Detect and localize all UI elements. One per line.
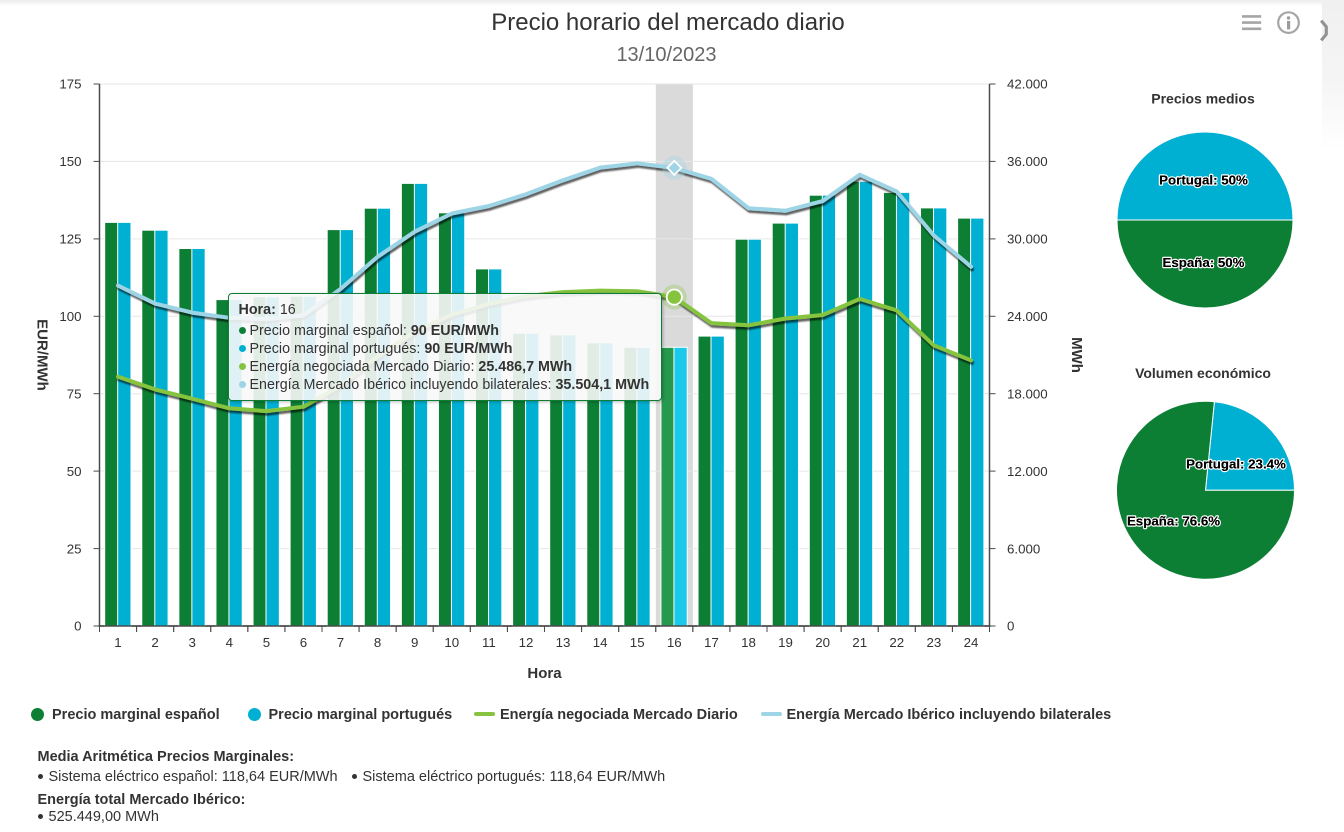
svg-text:España: 76.6%: España: 76.6% [1127,514,1220,529]
svg-text:Precios medios: Precios medios [1151,91,1255,107]
svg-text:6: 6 [300,635,307,650]
svg-text:22: 22 [889,635,904,650]
svg-text:125: 125 [59,232,81,247]
svg-text:17: 17 [704,635,719,650]
svg-text:23: 23 [927,635,942,650]
svg-text:15: 15 [630,635,645,650]
svg-text:9: 9 [411,635,418,650]
svg-text:6.000: 6.000 [1007,541,1040,556]
svg-text:100: 100 [59,309,81,324]
svg-text:10: 10 [444,635,459,650]
svg-text:24: 24 [964,635,979,650]
svg-text:Portugal: 50%: Portugal: 50% [1159,173,1248,188]
svg-text:EUR/MWh: EUR/MWh [34,319,51,391]
svg-text:20: 20 [815,635,830,650]
svg-text:11: 11 [482,635,496,650]
svg-text:1: 1 [114,635,121,650]
svg-text:7: 7 [337,635,344,650]
svg-text:12: 12 [519,635,534,650]
svg-text:24.000: 24.000 [1007,309,1048,324]
svg-text:150: 150 [59,154,81,169]
svg-text:30.000: 30.000 [1007,232,1048,247]
svg-text:50: 50 [67,464,82,479]
svg-text:3: 3 [188,635,195,650]
svg-text:España: 50%: España: 50% [1162,255,1244,270]
svg-text:2: 2 [151,635,158,650]
svg-text:España: 50%: España: 50% [1162,255,1244,270]
svg-text:4: 4 [226,635,233,650]
svg-text:Portugal: 50%: Portugal: 50% [1159,173,1248,188]
svg-text:8: 8 [374,635,381,650]
svg-text:13: 13 [556,635,571,650]
svg-text:21: 21 [852,635,867,650]
svg-text:18.000: 18.000 [1007,386,1048,401]
svg-text:Volumen económico: Volumen económico [1135,365,1271,381]
svg-text:75: 75 [67,386,82,401]
svg-text:12.000: 12.000 [1007,464,1048,479]
svg-text:14: 14 [593,635,608,650]
svg-text:19: 19 [778,635,793,650]
svg-text:MWh: MWh [1068,337,1085,373]
svg-text:175: 175 [59,77,81,92]
svg-text:España: 76.6%: España: 76.6% [1127,514,1220,529]
svg-text:0: 0 [74,619,81,634]
svg-text:Hora: Hora [527,665,562,682]
svg-text:5: 5 [263,635,270,650]
svg-text:42.000: 42.000 [1007,77,1048,92]
svg-text:Portugal: 23.4%: Portugal: 23.4% [1186,457,1286,472]
svg-text:18: 18 [741,635,756,650]
svg-text:Portugal: 23.4%: Portugal: 23.4% [1186,457,1286,472]
svg-text:0: 0 [1007,619,1014,634]
svg-text:36.000: 36.000 [1007,154,1048,169]
svg-text:16: 16 [667,635,682,650]
svg-text:25: 25 [67,541,82,556]
